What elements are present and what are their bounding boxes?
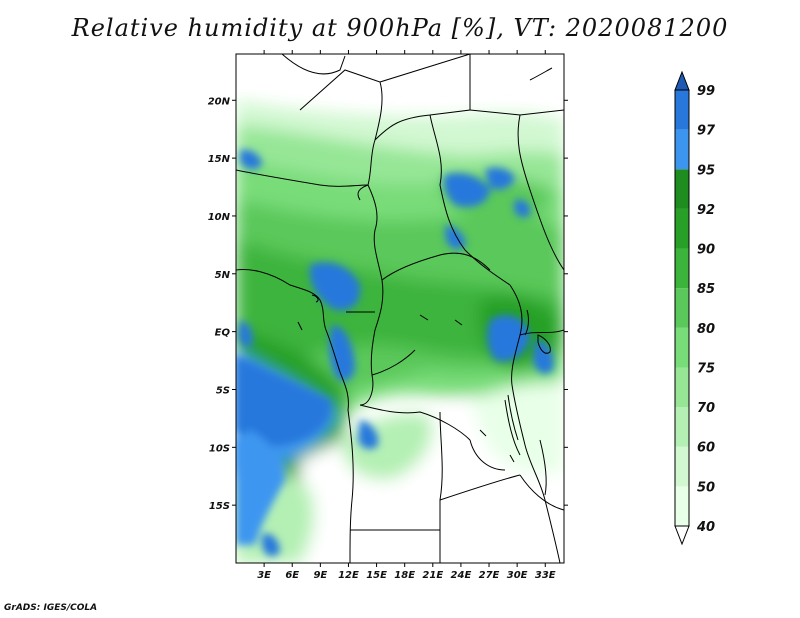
lon-tick-label: 24E bbox=[451, 570, 472, 581]
colorbar-top-triangle bbox=[674, 70, 690, 91]
lon-tick-label: 9E bbox=[313, 570, 327, 581]
lon-tick-label: 18E bbox=[394, 570, 415, 581]
colorbar-segment bbox=[675, 446, 689, 487]
lat-tick-label: 20N bbox=[208, 96, 231, 107]
colorbar: 40 50 60 70 75 80 85 90 92 95 97 99 bbox=[674, 70, 716, 546]
colorbar-label: 97 bbox=[697, 124, 716, 139]
lon-tick-label: 30E bbox=[507, 570, 528, 581]
colorbar-label: 95 bbox=[697, 163, 715, 178]
lat-tick-label: 5S bbox=[216, 385, 230, 396]
colorbar-label: 92 bbox=[697, 203, 715, 218]
colorbar-segment bbox=[675, 367, 689, 408]
colorbar-segment bbox=[675, 407, 689, 447]
lon-tick-label: 27E bbox=[479, 570, 500, 581]
lon-tick-label: 6E bbox=[285, 570, 299, 581]
longitude-axis: 3E 6E 9E 12E 15E 18E 21E 24E 27E 30E 33E bbox=[257, 50, 556, 581]
lon-tick-label: 3E bbox=[257, 570, 271, 581]
colorbar-segment bbox=[675, 208, 689, 249]
lat-tick-label: 15N bbox=[208, 154, 231, 165]
latitude-axis: 20N 15N 10N 5N EQ 5S 10S 15S bbox=[208, 96, 568, 512]
colorbar-outline bbox=[674, 89, 690, 527]
lat-tick-label: EQ bbox=[215, 328, 231, 339]
lon-tick-label: 33E bbox=[535, 570, 556, 581]
colorbar-label: 99 bbox=[697, 84, 715, 99]
colorbar-label: 40 bbox=[696, 520, 715, 535]
lat-tick-label: 5N bbox=[215, 270, 231, 281]
humidity-field bbox=[236, 54, 564, 563]
colorbar-bottom-triangle bbox=[674, 525, 690, 546]
map-title: Relative humidity at 900hPa [%], VT: 202… bbox=[71, 14, 729, 42]
colorbar-segment bbox=[675, 169, 689, 209]
footer-credit: GrADS: IGES/COLA bbox=[4, 603, 98, 613]
colorbar-segment bbox=[675, 486, 689, 526]
lon-tick-label: 21E bbox=[422, 570, 443, 581]
colorbar-label: 85 bbox=[697, 282, 715, 297]
lon-tick-label: 15E bbox=[366, 570, 387, 581]
lat-tick-label: 10N bbox=[208, 212, 231, 223]
colorbar-label: 80 bbox=[697, 322, 715, 337]
colorbar-label: 60 bbox=[697, 441, 715, 456]
colorbar-segment bbox=[675, 288, 689, 328]
colorbar-segment bbox=[675, 129, 689, 170]
colorbar-label: 50 bbox=[697, 480, 715, 495]
colorbar-label: 70 bbox=[697, 401, 715, 416]
lat-tick-label: 10S bbox=[209, 443, 230, 454]
colorbar-segment bbox=[675, 248, 689, 289]
colorbar-segment bbox=[675, 327, 689, 368]
colorbar-label: 75 bbox=[697, 361, 715, 376]
country-borders bbox=[236, 54, 564, 563]
lon-tick-label: 12E bbox=[338, 570, 359, 581]
colorbar-segment bbox=[675, 90, 689, 130]
map-frame bbox=[235, 53, 565, 564]
colorbar-label: 90 bbox=[697, 243, 715, 258]
lat-tick-label: 15S bbox=[209, 501, 230, 512]
